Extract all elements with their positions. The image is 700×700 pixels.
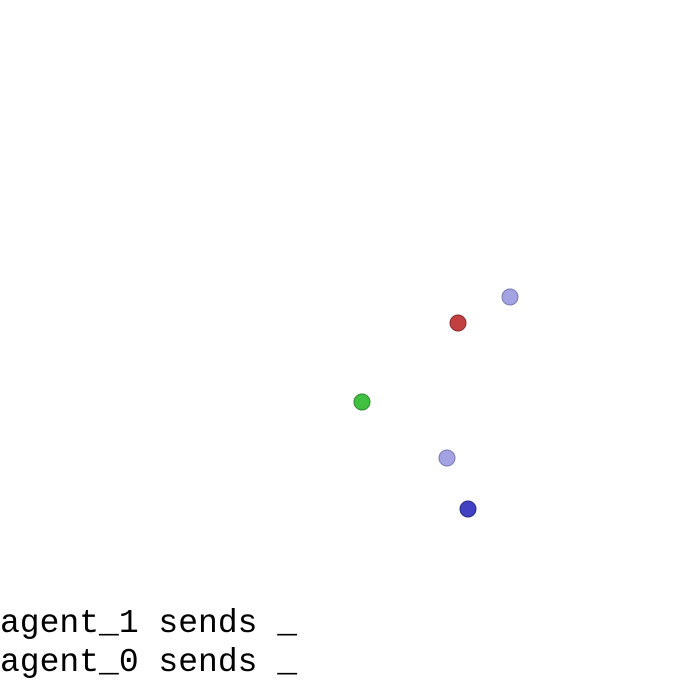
landmark [353, 393, 371, 411]
landmark [449, 314, 467, 332]
message-line: agent_0 sends _ [0, 644, 297, 681]
agent [438, 449, 456, 467]
message-line: agent_1 sends _ [0, 605, 297, 642]
agent [459, 500, 477, 518]
landmark [501, 288, 519, 306]
